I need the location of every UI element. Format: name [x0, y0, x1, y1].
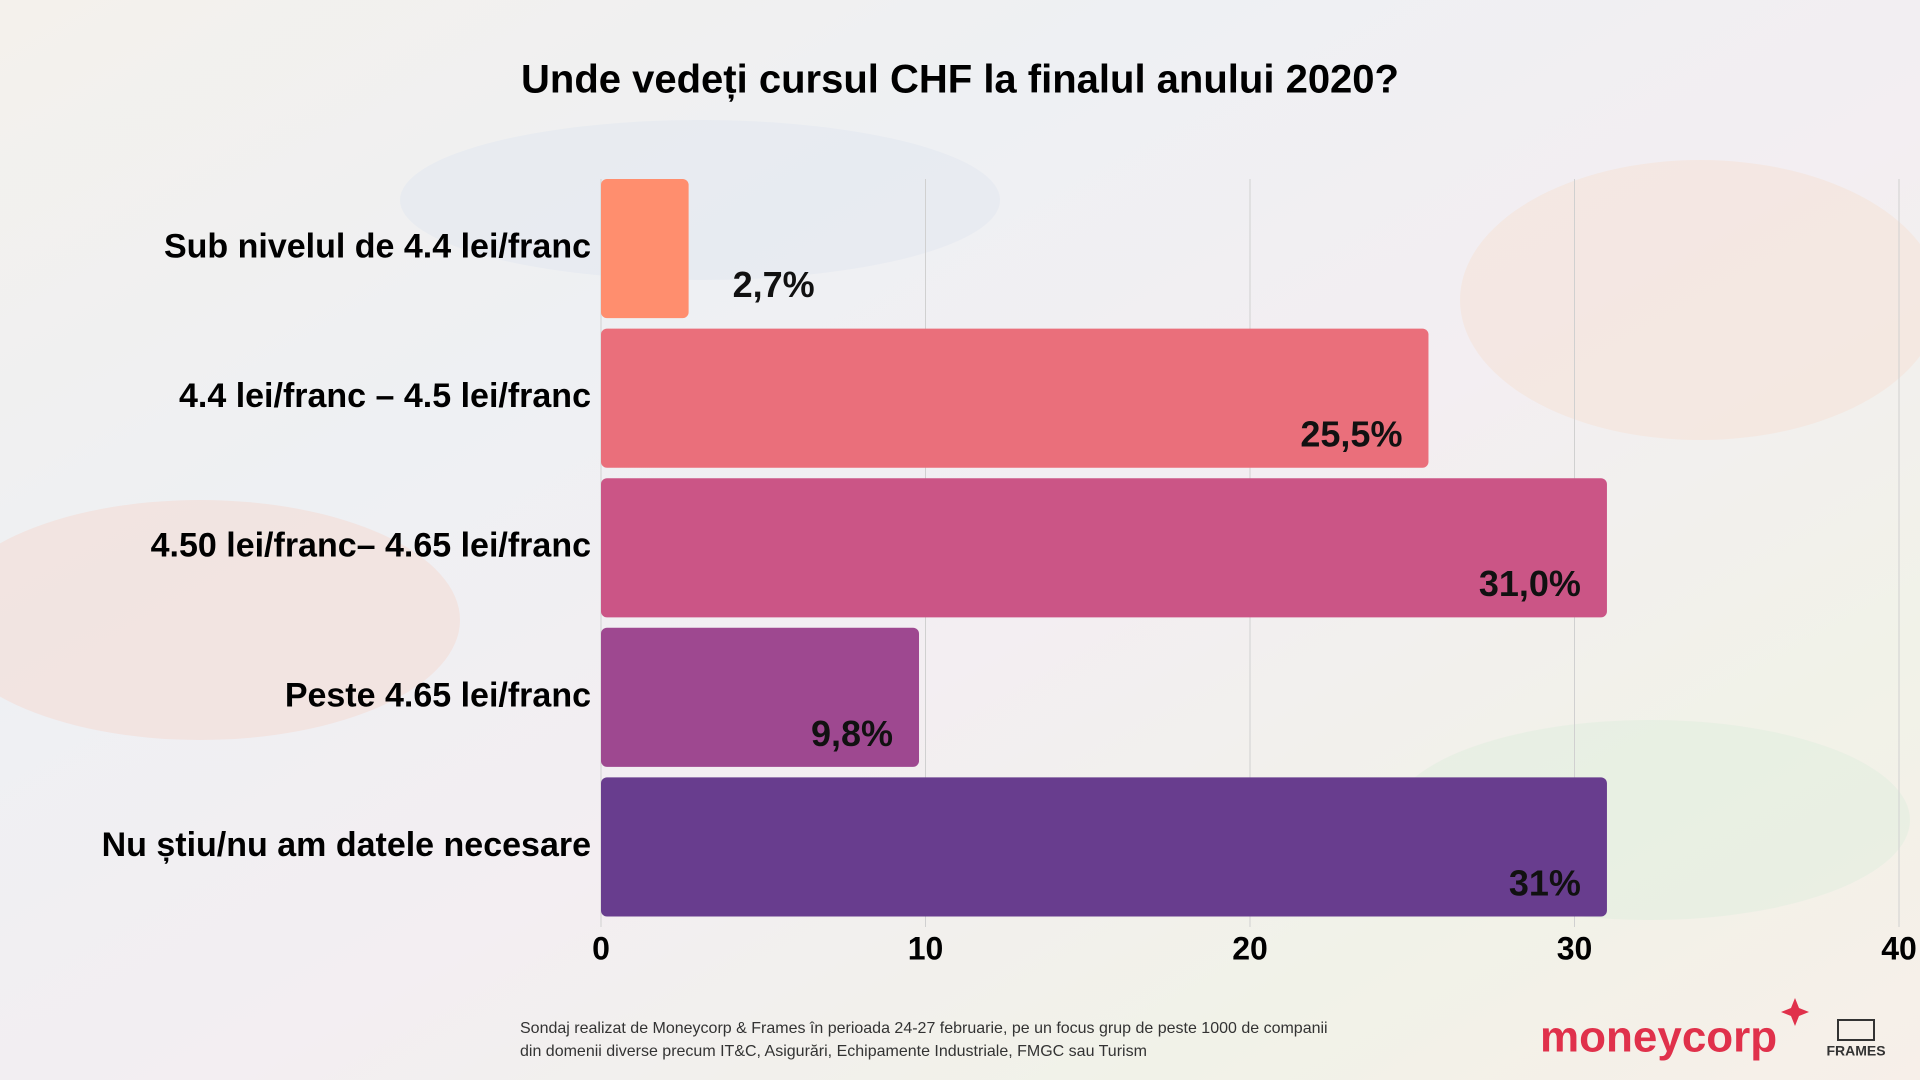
value-label: 31,0% — [1479, 563, 1581, 604]
x-tick-label: 30 — [1557, 930, 1593, 966]
background-blur — [0, 500, 460, 740]
bar — [601, 627, 920, 767]
bar — [601, 328, 1429, 468]
x-tick-label: 40 — [1881, 930, 1917, 966]
y-tick-label: Nu știu/nu am datele necesare — [102, 826, 591, 864]
y-tick-label: 4.4 lei/franc – 4.5 lei/franc — [179, 377, 591, 415]
bar — [601, 478, 1607, 618]
x-tick-label: 20 — [1232, 930, 1268, 966]
logo-frames: FRAMES — [1826, 1043, 1885, 1059]
value-label: 2,7% — [733, 264, 815, 305]
value-label: 25,5% — [1300, 414, 1402, 455]
logo-moneycorp: moneycorp — [1540, 1013, 1777, 1062]
y-tick-label: 4.50 lei/franc– 4.65 lei/franc — [151, 527, 591, 565]
logo-frames-icon — [1837, 1019, 1875, 1041]
y-tick-label: Peste 4.65 lei/franc — [285, 676, 591, 714]
bar — [601, 777, 1607, 917]
background-blur — [1460, 160, 1920, 440]
footer-note: din domenii diverse precum IT&C, Asigură… — [520, 1043, 1147, 1060]
value-label: 9,8% — [811, 713, 893, 754]
value-label: 31% — [1509, 862, 1581, 903]
background-blur — [400, 120, 1000, 280]
x-tick-label: 10 — [908, 930, 944, 966]
footer-note: Sondaj realizat de Moneycorp & Frames în… — [520, 1020, 1328, 1037]
y-tick-label: Sub nivelul de 4.4 lei/franc — [164, 228, 591, 266]
chart-title: Unde vedeți cursul CHF la finalul anului… — [521, 58, 1399, 102]
x-tick-label: 0 — [592, 930, 610, 966]
logo-star — [1781, 998, 1809, 1026]
bar — [601, 179, 689, 319]
